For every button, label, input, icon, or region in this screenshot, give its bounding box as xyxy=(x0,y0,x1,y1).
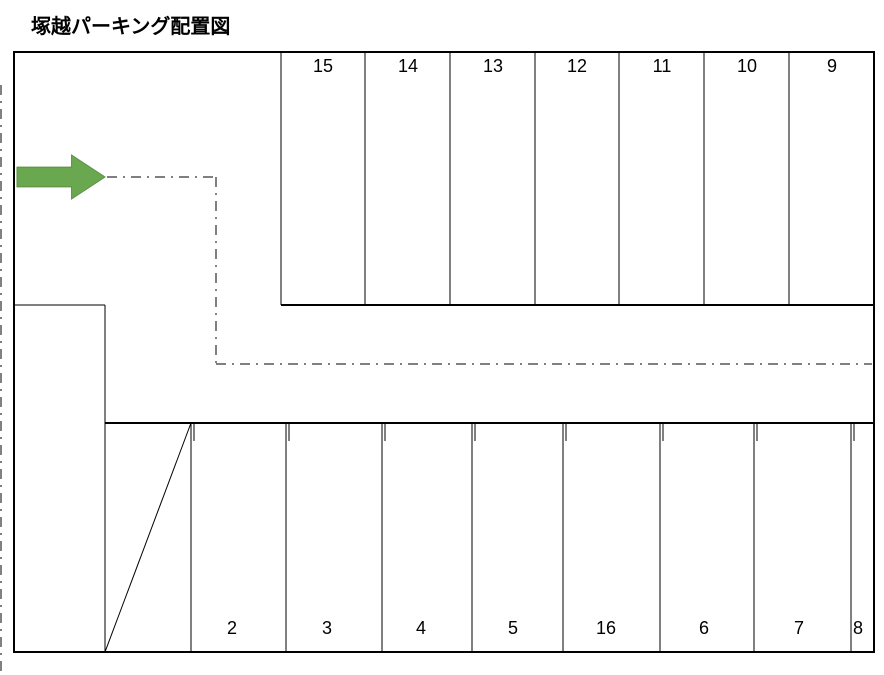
parking-spot-number: 7 xyxy=(784,618,814,639)
parking-spot-number: 2 xyxy=(217,618,247,639)
parking-spot-number: 6 xyxy=(689,618,719,639)
parking-spot-number: 11 xyxy=(647,56,677,77)
parking-spot-number: 15 xyxy=(308,56,338,77)
entrance-arrow-icon xyxy=(17,155,105,199)
parking-spot-number: 13 xyxy=(478,56,508,77)
parking-layout-diagram xyxy=(0,0,884,675)
parking-spot-number: 9 xyxy=(817,56,847,77)
parking-spot-number: 12 xyxy=(562,56,592,77)
parking-spot-number: 8 xyxy=(843,618,873,639)
parking-spot-number: 4 xyxy=(406,618,436,639)
parking-spot-number: 3 xyxy=(312,618,342,639)
parking-spot-number: 16 xyxy=(591,618,621,639)
parking-spot-number: 10 xyxy=(732,56,762,77)
parking-spot-number: 14 xyxy=(393,56,423,77)
parking-spot-number: 5 xyxy=(498,618,528,639)
